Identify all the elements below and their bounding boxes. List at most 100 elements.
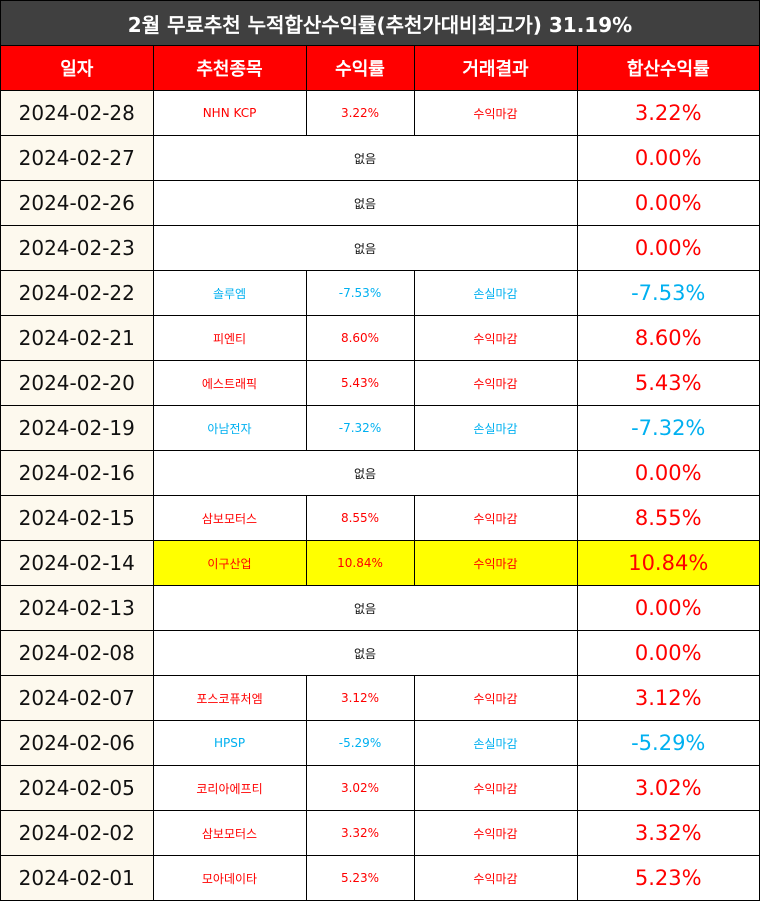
row-date: 2024-02-15 xyxy=(1,495,154,541)
row-total: 0.00% xyxy=(576,180,759,226)
row-total: 3.12% xyxy=(576,675,759,721)
row-total: 5.23% xyxy=(576,855,759,901)
row-result: 손실마감 xyxy=(413,720,578,766)
row-return: -7.32% xyxy=(305,405,415,451)
header-row: 일자 추천종목 수익률 거래결과 합산수익률 xyxy=(1,46,759,91)
row-date: 2024-02-20 xyxy=(1,360,154,406)
row-date: 2024-02-22 xyxy=(1,270,154,316)
row-stock: 솔루엠 xyxy=(152,270,307,316)
row-return: 3.32% xyxy=(305,810,415,856)
row-no-recommendation: 없음 xyxy=(152,135,578,181)
table-row: 2024-02-19 아남전자 -7.32% 손실마감 -7.32% xyxy=(1,405,759,451)
row-result: 수익마감 xyxy=(413,540,578,586)
header-return: 수익률 xyxy=(305,46,415,91)
row-date: 2024-02-27 xyxy=(1,135,154,181)
row-return: -7.53% xyxy=(305,270,415,316)
table-row: 2024-02-13 없음 0.00% xyxy=(1,585,759,631)
table-row: 2024-02-22 솔루엠 -7.53% 손실마감 -7.53% xyxy=(1,270,759,316)
row-total: 5.43% xyxy=(576,360,759,406)
row-date: 2024-02-21 xyxy=(1,315,154,361)
header-date: 일자 xyxy=(1,46,154,91)
row-total: 0.00% xyxy=(576,135,759,181)
sheet-title: 2월 무료추천 누적합산수익률(추천가대비최고가) 31.19% xyxy=(1,1,759,46)
row-total: 0.00% xyxy=(576,450,759,496)
row-no-recommendation: 없음 xyxy=(152,225,578,271)
row-date: 2024-02-19 xyxy=(1,405,154,451)
table-row: 2024-02-07 포스코퓨처엠 3.12% 수익마감 3.12% xyxy=(1,675,759,721)
results-table: 일자 추천종목 수익률 거래결과 합산수익률 2024-02-28 NHN KCP… xyxy=(1,46,759,901)
row-date: 2024-02-06 xyxy=(1,720,154,766)
row-date: 2024-02-23 xyxy=(1,225,154,271)
row-result: 손실마감 xyxy=(413,405,578,451)
table-row: 2024-02-06 HPSP -5.29% 손실마감 -5.29% xyxy=(1,720,759,766)
row-total: 3.02% xyxy=(576,765,759,811)
row-date: 2024-02-16 xyxy=(1,450,154,496)
row-stock: 이구산업 xyxy=(152,540,307,586)
row-stock: NHN KCP xyxy=(152,90,307,136)
table-row: 2024-02-20 에스트래픽 5.43% 수익마감 5.43% xyxy=(1,360,759,406)
table-row: 2024-02-08 없음 0.00% xyxy=(1,630,759,676)
table-row: 2024-02-27 없음 0.00% xyxy=(1,135,759,181)
table-row: 2024-02-26 없음 0.00% xyxy=(1,180,759,226)
row-total: -7.32% xyxy=(576,405,759,451)
row-return: 8.55% xyxy=(305,495,415,541)
row-total: -7.53% xyxy=(576,270,759,316)
row-result: 수익마감 xyxy=(413,360,578,406)
row-return: 5.23% xyxy=(305,855,415,901)
row-date: 2024-02-13 xyxy=(1,585,154,631)
row-stock: 에스트래픽 xyxy=(152,360,307,406)
row-date: 2024-02-02 xyxy=(1,810,154,856)
table-row: 2024-02-16 없음 0.00% xyxy=(1,450,759,496)
row-return: 3.02% xyxy=(305,765,415,811)
row-return: 8.60% xyxy=(305,315,415,361)
row-stock: 삼보모터스 xyxy=(152,495,307,541)
row-date: 2024-02-14 xyxy=(1,540,154,586)
row-date: 2024-02-07 xyxy=(1,675,154,721)
row-total: 8.60% xyxy=(576,315,759,361)
table-row: 2024-02-05 코리아에프티 3.02% 수익마감 3.02% xyxy=(1,765,759,811)
header-result: 거래결과 xyxy=(413,46,578,91)
row-result: 수익마감 xyxy=(413,495,578,541)
row-total: 3.32% xyxy=(576,810,759,856)
row-return: -5.29% xyxy=(305,720,415,766)
row-result: 수익마감 xyxy=(413,675,578,721)
row-result: 손실마감 xyxy=(413,270,578,316)
row-result: 수익마감 xyxy=(413,90,578,136)
header-total: 합산수익률 xyxy=(576,46,759,91)
table-row: 2024-02-01 모아데이타 5.23% 수익마감 5.23% xyxy=(1,855,759,901)
row-stock: 피엔티 xyxy=(152,315,307,361)
row-stock: HPSP xyxy=(152,720,307,766)
row-total: 0.00% xyxy=(576,630,759,676)
row-date: 2024-02-01 xyxy=(1,855,154,901)
row-date: 2024-02-28 xyxy=(1,90,154,136)
row-no-recommendation: 없음 xyxy=(152,450,578,496)
header-stock: 추천종목 xyxy=(152,46,307,91)
table-row: 2024-02-15 삼보모터스 8.55% 수익마감 8.55% xyxy=(1,495,759,541)
row-total: -5.29% xyxy=(576,720,759,766)
row-stock: 모아데이타 xyxy=(152,855,307,901)
table-row: 2024-02-28 NHN KCP 3.22% 수익마감 3.22% xyxy=(1,90,759,136)
row-result: 수익마감 xyxy=(413,855,578,901)
row-date: 2024-02-05 xyxy=(1,765,154,811)
row-no-recommendation: 없음 xyxy=(152,630,578,676)
row-total: 0.00% xyxy=(576,585,759,631)
row-total: 8.55% xyxy=(576,495,759,541)
row-stock: 아남전자 xyxy=(152,405,307,451)
row-date: 2024-02-08 xyxy=(1,630,154,676)
row-stock: 삼보모터스 xyxy=(152,810,307,856)
row-result: 수익마감 xyxy=(413,810,578,856)
table-body: 2024-02-28 NHN KCP 3.22% 수익마감 3.22% 2024-02-2… xyxy=(1,90,759,901)
row-date: 2024-02-26 xyxy=(1,180,154,226)
row-total: 0.00% xyxy=(576,225,759,271)
table-row: 2024-02-23 없음 0.00% xyxy=(1,225,759,271)
row-result: 수익마감 xyxy=(413,765,578,811)
row-return: 3.22% xyxy=(305,90,415,136)
table-row: 2024-02-14 이구산업 10.84% 수익마감 10.84% xyxy=(1,540,759,586)
row-result: 수익마감 xyxy=(413,315,578,361)
row-total: 10.84% xyxy=(576,540,759,586)
row-no-recommendation: 없음 xyxy=(152,180,578,226)
row-return: 3.12% xyxy=(305,675,415,721)
table-row: 2024-02-02 삼보모터스 3.32% 수익마감 3.32% xyxy=(1,810,759,856)
row-no-recommendation: 없음 xyxy=(152,585,578,631)
